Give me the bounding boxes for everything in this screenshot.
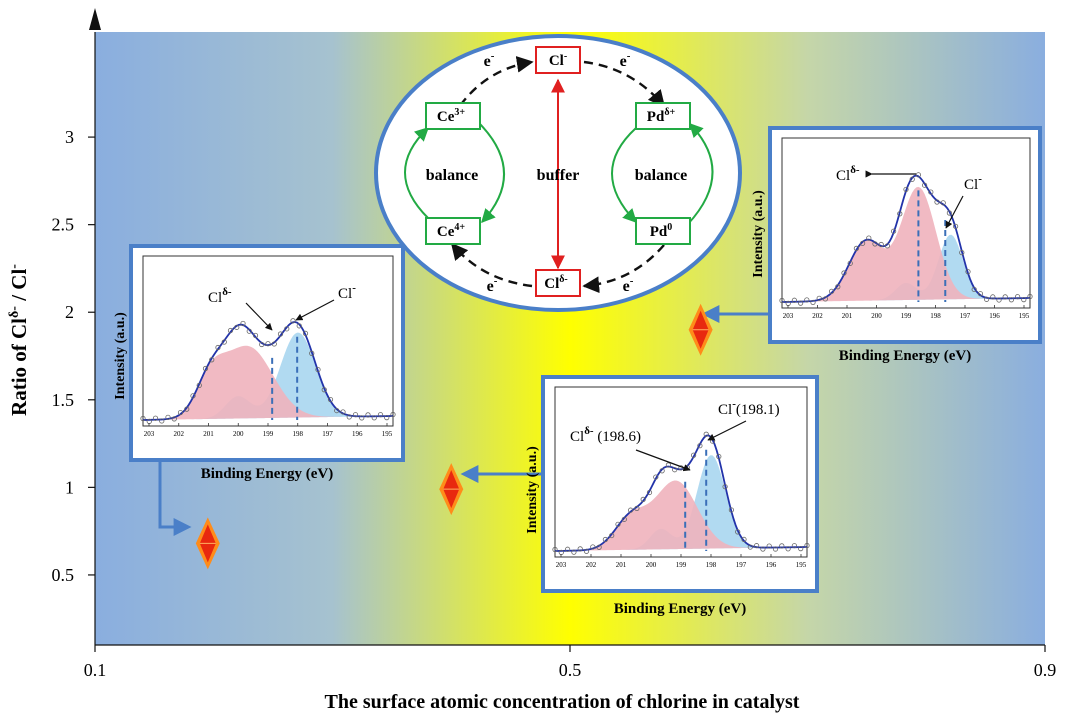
balance-arc-right-down xyxy=(611,127,637,224)
inset-tick-label: 196 xyxy=(766,561,777,569)
inset-right-xlabel: Binding Energy (eV) xyxy=(839,348,972,364)
y-tick-label: 0.5 xyxy=(52,565,75,585)
inset-bottom-pointer-b xyxy=(707,420,747,441)
y-axis-arrow xyxy=(89,8,101,30)
inset-tick-label: 195 xyxy=(1019,312,1030,320)
cl-bottom-label: Clδ- xyxy=(544,274,568,292)
y-tick-label: 1.5 xyxy=(52,390,75,410)
inset-right-ylabel: Intensity (a.u.) xyxy=(751,190,766,278)
cl-bottom-box xyxy=(535,269,581,297)
inset-bottom-xlabel: Binding Energy (eV) xyxy=(614,601,747,617)
x-tick-label: 0.9 xyxy=(1034,660,1057,680)
inset-tick-label: 203 xyxy=(144,430,155,438)
inset-left-label-cl: Cl- xyxy=(338,282,356,302)
cl-top-box xyxy=(535,46,581,74)
inset-left: 203 202 201 200 199 198 197 196 195 Binding Ener… xyxy=(113,244,405,482)
x-axis-title: The surface atomic concentration of chlo… xyxy=(325,691,800,713)
buffer-label: buffer xyxy=(537,167,580,184)
inset-tick-label: 195 xyxy=(382,430,393,438)
watermark: 大数跨境 xyxy=(11,695,116,715)
y-axis-title: Ratio of Clδ- / Cl- xyxy=(7,264,31,416)
inset-tick-label: 202 xyxy=(174,430,185,438)
inset-tick-label: 198 xyxy=(706,561,717,569)
inset-tick-label: 200 xyxy=(646,561,657,569)
data-point xyxy=(688,303,713,356)
cl-top-label: Cl- xyxy=(549,51,567,69)
inset-left-xlabel: Binding Energy (eV) xyxy=(201,466,334,482)
inset-bottom-ylabel: Intensity (a.u.) xyxy=(525,446,540,534)
inset-tick-label: 197 xyxy=(736,561,747,569)
watermark-icon xyxy=(11,697,25,711)
watermark-text: 大数跨境 xyxy=(44,695,116,715)
inset-left-pointer-a xyxy=(245,302,273,331)
electron-arc-top-left xyxy=(450,56,534,119)
inset-right-label-cl: Cl- xyxy=(964,173,982,193)
connector-left xyxy=(158,462,192,536)
inset-tick-label: 199 xyxy=(676,561,687,569)
pd-delta-box xyxy=(635,102,691,130)
y-tick-label: 3 xyxy=(65,127,74,147)
pd-delta-label: Pdδ+ xyxy=(647,107,676,125)
inset-tick-label: 196 xyxy=(352,430,363,438)
y-tick-label: 1 xyxy=(65,477,74,497)
ce4-box xyxy=(425,217,481,245)
inset-left-pointer-b xyxy=(295,299,335,321)
inset-tick-label: 198 xyxy=(293,430,304,438)
inset-bottom: 203 202 201 200 199 198 197 196 195 Binding Ener… xyxy=(525,375,819,617)
redox-diagram: Cl- Clδ- Ce3+ Ce4+ Pdδ+ Pd0 balance bala… xyxy=(374,34,742,312)
x-tick-label: 0.5 xyxy=(559,660,582,680)
inset-tick-label: 200 xyxy=(233,430,244,438)
data-point xyxy=(195,517,220,570)
inset-left-ylabel: Intensity (a.u.) xyxy=(113,312,128,400)
ce4-label: Ce4+ xyxy=(437,222,466,240)
inset-left-label-cl-delta: Clδ- xyxy=(208,286,232,306)
pd0-box xyxy=(635,217,691,245)
inset-right-label-cl-delta: Clδ- xyxy=(836,164,860,184)
inset-bottom-label-cl-delta: Clδ- (198.6) xyxy=(570,425,641,445)
inset-tick-label: 201 xyxy=(203,430,214,438)
inset-bottom-pointer-a xyxy=(635,449,691,472)
inset-tick-label: 201 xyxy=(842,312,853,320)
inset-tick-label: 202 xyxy=(812,312,823,320)
inset-tick-label: 195 xyxy=(796,561,807,569)
inset-tick-label: 196 xyxy=(989,312,1000,320)
balance-arc-left-down xyxy=(477,121,505,224)
electron-label-bottom-left: e- xyxy=(487,275,498,295)
electron-arc-top-right xyxy=(583,60,666,108)
x-tick-label: 0.1 xyxy=(84,660,107,680)
inset-tick-label: 202 xyxy=(586,561,597,569)
electron-arc-bottom-right xyxy=(582,244,665,294)
inset-tick-label: 203 xyxy=(783,312,794,320)
inset-tick-label: 197 xyxy=(322,430,333,438)
ce3-box xyxy=(425,102,481,130)
pd0-label: Pd0 xyxy=(650,222,673,240)
inset-tick-label: 203 xyxy=(556,561,567,569)
inset-right-pointer-b xyxy=(945,195,964,229)
inset-tick-label: 197 xyxy=(960,312,971,320)
electron-arc-bottom-left xyxy=(450,242,533,288)
balance-arc-left-up xyxy=(404,127,430,219)
inset-tick-label: 200 xyxy=(871,312,882,320)
balance-arc-right-up xyxy=(687,122,714,225)
data-point xyxy=(439,463,464,516)
ce3-label: Ce3+ xyxy=(437,107,466,125)
inset-right: 203 202 201 200 199 198 197 196 195 Binding Ener… xyxy=(751,126,1042,364)
balance-left-label: balance xyxy=(426,167,478,184)
electron-label-bottom-right: e- xyxy=(623,275,634,295)
inset-bottom-label-cl: Cl-(198.1) xyxy=(718,398,780,418)
electron-label-top-left: e- xyxy=(484,50,495,70)
inset-tick-label: 201 xyxy=(616,561,627,569)
electron-label-top-right: e- xyxy=(620,50,631,70)
inset-tick-label: 198 xyxy=(930,312,941,320)
balance-right-label: balance xyxy=(635,167,687,184)
y-tick-label: 2 xyxy=(65,302,74,322)
inset-tick-label: 199 xyxy=(263,430,274,438)
y-tick-label: 2.5 xyxy=(52,215,75,235)
inset-tick-label: 199 xyxy=(901,312,912,320)
